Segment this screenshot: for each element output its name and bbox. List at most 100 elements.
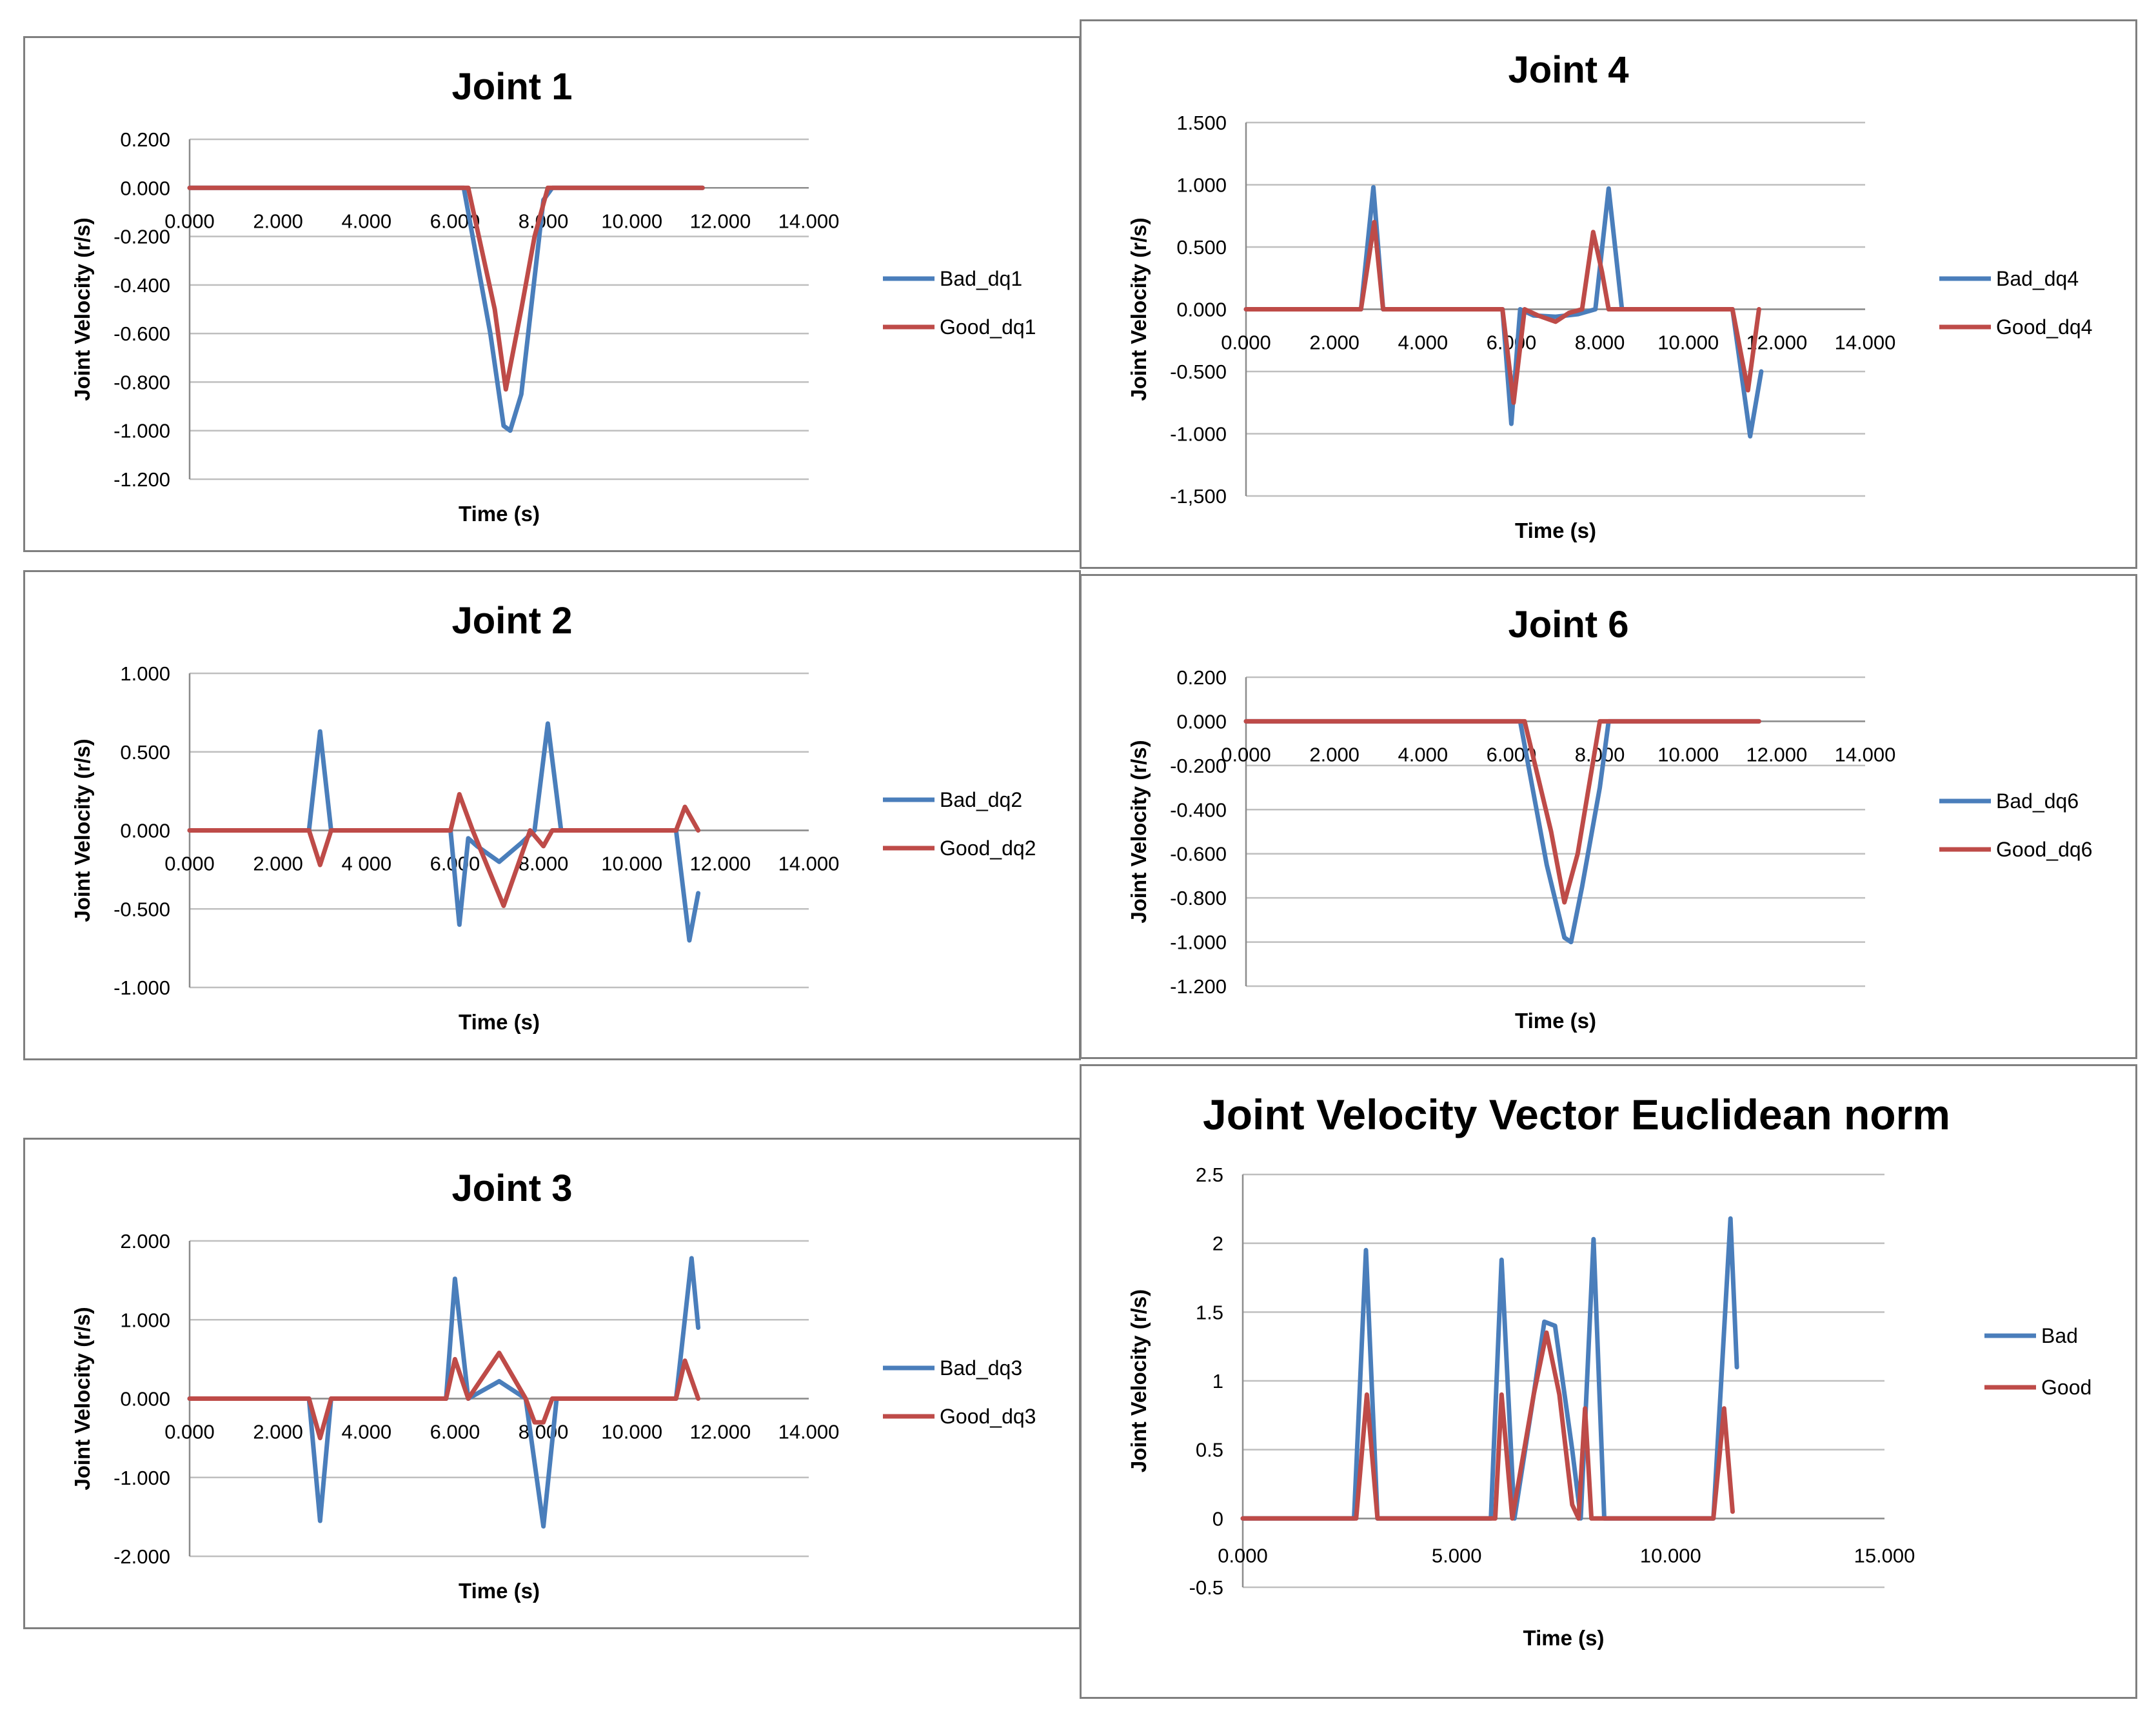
y-tick-label: -1.000 <box>1170 931 1227 954</box>
y-tick-label: -1,500 <box>1170 485 1227 508</box>
x-tick-label: 14.000 <box>778 1421 840 1443</box>
x-tick-label: 4.000 <box>1398 332 1448 354</box>
x-tick-label: 14.000 <box>1835 743 1896 766</box>
y-tick-label: 0.000 <box>1176 710 1227 733</box>
y-tick-label: 0 <box>1212 1507 1223 1530</box>
chart-svg-joint3: Joint 3 2.000 1.000 0.000 -1.000 -2.000 0.000 2… <box>70 1167 1036 1603</box>
x-tick-label: 12.000 <box>689 210 751 232</box>
y-tick-label: 0.500 <box>120 741 170 764</box>
y-tick-label: 0.000 <box>120 177 170 199</box>
chart-panel-joint6: Joint 6 0.200 0.000 -0.200 -0.400 -0.600 -0.80… <box>1080 574 2137 1059</box>
chart-title: Joint Velocity Vector Euclidean norm <box>1203 1091 1950 1138</box>
y-tick-label: -0.200 <box>114 226 170 248</box>
y-axis-label: Joint Velocity (r/s) <box>1127 740 1151 923</box>
x-tick-label: 4.000 <box>1398 743 1448 766</box>
x-tick-label: 12.000 <box>689 1421 751 1443</box>
y-tick-label: 1.500 <box>1176 112 1227 134</box>
x-tick-label: 10.000 <box>1657 743 1719 766</box>
x-axis-label: Time (s) <box>459 502 540 526</box>
series-line-good_dq6 <box>1243 718 1761 905</box>
chart-title: Joint 2 <box>452 600 573 642</box>
legend-label: Good_dq6 <box>1996 838 2092 861</box>
chart-title: Joint 3 <box>452 1167 573 1209</box>
y-tick-label: -1.000 <box>114 976 170 999</box>
x-tick-label: 6.000 <box>1487 332 1537 354</box>
y-tick-label: -0.800 <box>114 371 170 393</box>
x-tick-label: 10.000 <box>1640 1544 1701 1567</box>
y-tick-label: -0.400 <box>114 274 170 297</box>
legend-label: Bad_dq2 <box>940 788 1022 811</box>
y-tick-label: 2.000 <box>120 1230 170 1253</box>
chart-svg-joint4: Joint 4 1.500 1.000 0.500 0.000 -0.500 -1.000 -… <box>1127 49 2092 542</box>
chart-panel-joint3: Joint 3 2.000 1.000 0.000 -1.000 -2.000 0.000 2… <box>23 1138 1081 1629</box>
legend-label: Bad_dq3 <box>940 1356 1022 1380</box>
y-tick-label: -2.000 <box>114 1545 170 1568</box>
chart-svg-norm: Joint Velocity Vector Euclidean norm 2.5 2… <box>1127 1091 2092 1650</box>
x-tick-label: 4.000 <box>341 1421 391 1443</box>
x-axis-label: Time (s) <box>1515 1009 1596 1033</box>
x-tick-label: 2.000 <box>253 1421 303 1443</box>
x-tick-label: 0.000 <box>164 853 215 875</box>
x-tick-label: 10.000 <box>601 853 662 875</box>
x-tick-label: 14.000 <box>778 853 840 875</box>
x-tick-label: 0.000 <box>1218 1544 1268 1567</box>
chart-panel-joint4: Joint 4 1.500 1.000 0.500 0.000 -0.500 -1.000 -… <box>1080 19 2137 569</box>
y-axis-label: Joint Velocity (r/s) <box>70 738 94 922</box>
y-tick-label: 2.5 <box>1196 1164 1223 1186</box>
series-line-good_dq4 <box>1243 219 1761 405</box>
legend-label: Good_dq4 <box>1996 315 2092 339</box>
x-axis-label: Time (s) <box>1515 519 1596 542</box>
x-tick-label: 5.000 <box>1432 1544 1482 1567</box>
y-tick-label: -0.400 <box>1170 798 1227 821</box>
x-axis-label: Time (s) <box>1523 1626 1605 1650</box>
x-tick-label: 2.000 <box>1309 332 1360 354</box>
x-tick-label: 12.000 <box>689 853 751 875</box>
y-tick-label: -0.800 <box>1170 887 1227 909</box>
x-tick-label: 10.000 <box>601 210 662 232</box>
legend-label: Bad_dq6 <box>1996 789 2079 813</box>
x-tick-label: 10.000 <box>601 1421 662 1443</box>
x-tick-label: 6.000 <box>430 1421 480 1443</box>
y-tick-label: 0.500 <box>1176 236 1227 259</box>
series-line-good_dq1 <box>187 185 705 392</box>
legend-label: Good <box>2041 1376 2092 1399</box>
series-line-bad <box>1240 1216 1739 1521</box>
y-tick-label: 1.5 <box>1196 1301 1223 1323</box>
chart-title: Joint 4 <box>1508 49 1629 91</box>
y-tick-label: 0.200 <box>120 128 170 151</box>
y-axis-label: Joint Velocity (r/s) <box>1127 1289 1151 1472</box>
y-tick-label: -0.5 <box>1189 1576 1223 1599</box>
x-tick-label: 4 000 <box>341 853 391 875</box>
x-tick-label: 8.000 <box>519 853 569 875</box>
y-tick-label: -0.600 <box>114 322 170 345</box>
x-tick-label: 10.000 <box>1657 332 1719 354</box>
y-tick-label: -0.500 <box>114 898 170 920</box>
series-line-good <box>1240 1330 1735 1521</box>
series-line-good_dq2 <box>187 792 701 908</box>
legend-label: Bad_dq4 <box>1996 267 2079 290</box>
x-tick-label: 8.000 <box>1575 743 1625 766</box>
y-tick-label: 1.000 <box>120 1309 170 1331</box>
y-tick-label: -0.600 <box>1170 843 1227 866</box>
legend-label: Good_dq2 <box>940 837 1036 860</box>
x-tick-label: 15.000 <box>1854 1544 1915 1567</box>
y-tick-label: -1.200 <box>1170 975 1227 998</box>
x-tick-label: 2.000 <box>1309 743 1360 766</box>
x-tick-label: 4.000 <box>341 210 391 232</box>
legend-label: Good_dq3 <box>940 1405 1036 1428</box>
y-tick-label: -0.200 <box>1170 755 1227 777</box>
chart-panel-joint1: Joint 1 0.200 0.000 -0.200 -0.400 -0.600 -0.80… <box>23 36 1081 552</box>
y-tick-label: -1.000 <box>114 1467 170 1489</box>
y-tick-label: 1 <box>1212 1370 1223 1392</box>
x-tick-label: 0.000 <box>164 1421 215 1443</box>
y-tick-label: 0.000 <box>120 820 170 842</box>
legend-label: Bad <box>2041 1324 2078 1347</box>
y-tick-label: 1.000 <box>1176 174 1227 197</box>
x-tick-label: 8.000 <box>1575 332 1625 354</box>
chart-svg-joint1: Joint 10.2000.000-0.200-0.400-0.600-0.80… <box>70 66 1036 526</box>
series-line-bad_dq6 <box>1243 718 1761 945</box>
chart-title: Joint 6 <box>1508 604 1629 646</box>
y-tick-label: -1.200 <box>114 468 170 491</box>
x-tick-label: 2.000 <box>253 853 303 875</box>
series-line-good_dq3 <box>187 1351 701 1441</box>
